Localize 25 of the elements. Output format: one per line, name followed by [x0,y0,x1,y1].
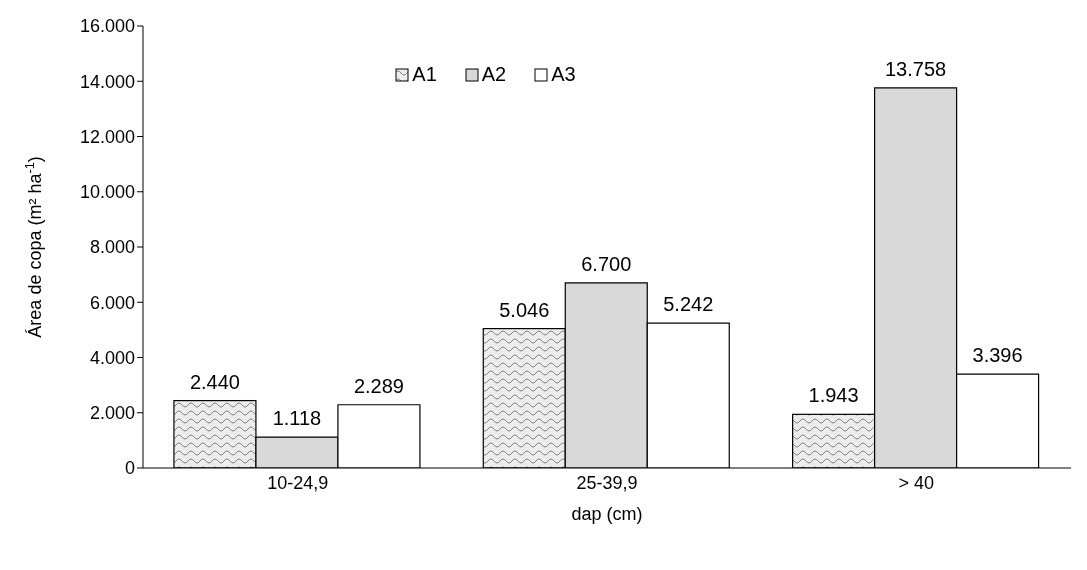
x-tick-label: 25-39,9 [576,472,638,493]
y-tick-label: 8.000 [89,237,135,258]
y-tick-label: 4.000 [89,347,135,368]
data-label: 3.396 [972,344,1023,367]
y-tick-label: 2.000 [89,403,135,424]
data-label: 2.289 [353,374,404,397]
data-label: 1.118 [272,407,322,430]
x-tick-label: 10-24,9 [267,472,329,493]
data-label: 2.440 [189,370,240,393]
y-tick-label: 14.000 [79,71,135,92]
y-tick-label: 16.000 [79,16,135,37]
legend-label: A1 [411,63,437,86]
data-label: 6.700 [581,252,632,275]
y-tick-label: 0 [124,458,135,479]
data-label: 5.046 [499,298,550,321]
data-label: 13.758 [885,57,947,80]
y-tick-label: 12.000 [79,126,135,147]
legend-label: A2 [480,63,507,86]
data-label: 1.943 [808,384,859,407]
data-label: 5.242 [663,293,714,316]
legend-label: A3 [550,63,576,86]
x-axis-title: dap (cm) [571,504,643,524]
x-tick-label: > 40 [898,472,935,493]
y-tick-label: 10.000 [79,182,135,203]
y-tick-label: 6.000 [89,292,135,313]
